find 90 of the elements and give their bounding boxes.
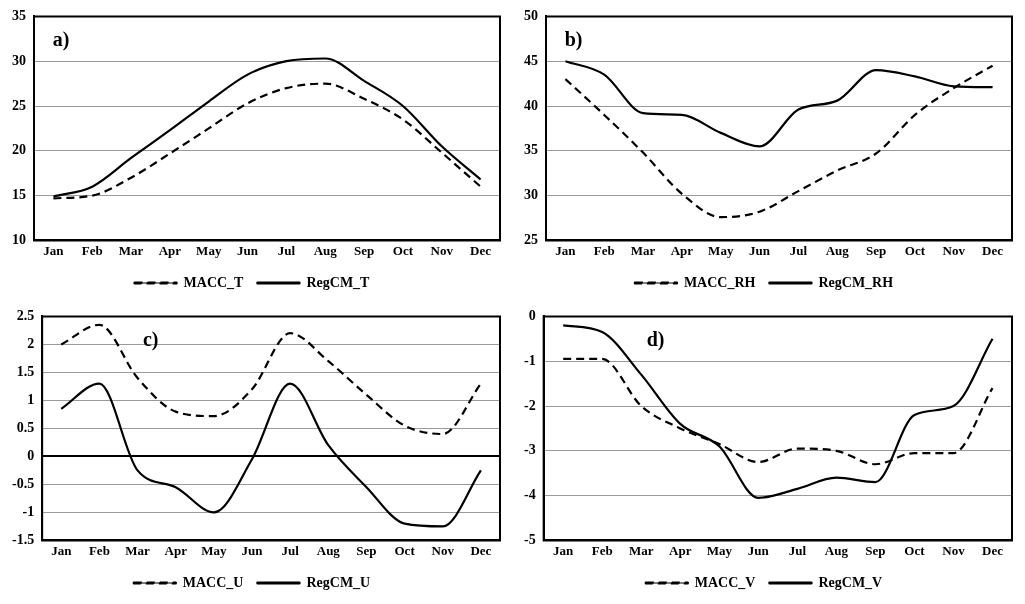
legend-label: MACC_U [182, 574, 244, 590]
y-tick-label: 50 [524, 8, 538, 24]
legend-label: RegCM_T [306, 274, 371, 290]
legend-label: RegCM_RH [818, 274, 894, 290]
x-tick-label: Jul [789, 242, 808, 258]
y-tick-label: 20 [12, 142, 26, 158]
x-tick-label: Mar [628, 542, 654, 558]
x-tick-label: Oct [904, 542, 926, 558]
y-tick-label: -1 [523, 352, 536, 368]
x-tick-label: Jun [241, 542, 264, 558]
legend-label: RegCM_V [818, 574, 883, 590]
x-tick-label: Jan [51, 542, 73, 558]
x-tick-label: Sep [865, 542, 886, 558]
annotation: c) [142, 327, 159, 351]
x-tick-label: Feb [591, 542, 613, 558]
x-tick-label: Jul [277, 242, 296, 258]
x-tick-label: Dec [470, 542, 492, 558]
y-tick-label: 0.5 [16, 420, 35, 436]
x-tick-label: Jun [747, 542, 770, 558]
y-tick-label: 0 [528, 308, 536, 324]
x-tick-label: Jun [749, 242, 771, 258]
y-tick-label: 10 [12, 232, 26, 248]
x-tick-label: May [706, 542, 733, 558]
y-tick-label: -1.5 [11, 532, 35, 548]
x-tick-label: Feb [88, 542, 110, 558]
x-tick-label: Nov [431, 542, 455, 558]
x-tick-label: Sep [353, 242, 375, 258]
x-tick-label: Mar [118, 242, 144, 258]
x-tick-label: Aug [824, 542, 849, 558]
x-tick-label: Jan [555, 242, 577, 258]
y-tick-label: 2.5 [16, 308, 35, 324]
legend-label: MACC_RH [683, 274, 756, 290]
x-tick-label: May [708, 242, 734, 258]
y-tick-label: 35 [524, 142, 538, 158]
annotation: b) [564, 27, 583, 51]
x-tick-label: Dec [982, 242, 1004, 258]
legend-label: MACC_T [183, 274, 245, 290]
y-tick-label: 35 [12, 8, 26, 24]
line-series [60, 323, 483, 436]
y-tick-label: 25 [524, 232, 538, 248]
y-tick-label: -1 [22, 504, 35, 520]
x-tick-label: Jul [788, 542, 807, 558]
line-series [564, 64, 994, 219]
x-tick-label: Nov [942, 242, 966, 258]
x-tick-label: Oct [392, 242, 414, 258]
x-tick-label: Apr [158, 242, 182, 258]
x-tick-label: Mar [630, 242, 656, 258]
x-tick-label: Mar [125, 542, 151, 558]
x-tick-label: Sep [865, 242, 887, 258]
x-tick-label: Apr [670, 242, 694, 258]
y-tick-label: 30 [12, 52, 26, 68]
y-tick-label: 2 [27, 336, 35, 352]
y-tick-label: 15 [12, 187, 26, 203]
legend-label: RegCM_U [306, 574, 371, 590]
x-tick-label: May [201, 542, 227, 558]
x-tick-label: Sep [356, 542, 377, 558]
x-tick-label: Feb [81, 242, 103, 258]
y-tick-label: 40 [524, 97, 538, 113]
x-tick-label: Aug [316, 542, 341, 558]
x-tick-label: Nov [430, 242, 454, 258]
x-tick-label: Aug [825, 242, 850, 258]
y-tick-label: 1 [27, 392, 35, 408]
y-tick-label: 25 [12, 97, 26, 113]
y-tick-label: 1.5 [16, 364, 35, 380]
y-tick-label: 30 [524, 187, 538, 203]
y-tick-label: -3 [523, 442, 536, 458]
x-tick-label: Jan [43, 242, 65, 258]
legend-label: MACC_V [694, 574, 756, 590]
y-tick-label: -5 [523, 532, 536, 548]
x-tick-label: Apr [669, 542, 692, 558]
annotation: a) [52, 27, 70, 51]
y-tick-label: -2 [523, 397, 536, 413]
x-tick-label: Jun [237, 242, 259, 258]
x-tick-label: Feb [593, 242, 615, 258]
y-tick-label: -0.5 [11, 476, 35, 492]
x-tick-label: Jan [553, 542, 575, 558]
x-tick-label: Nov [942, 542, 966, 558]
x-tick-label: Oct [394, 542, 416, 558]
x-tick-label: Aug [313, 242, 338, 258]
x-tick-label: Apr [164, 542, 188, 558]
x-tick-label: Oct [904, 242, 926, 258]
line-series [562, 324, 994, 499]
y-tick-label: 45 [524, 52, 538, 68]
annotation: d) [646, 327, 665, 351]
x-tick-label: Dec [982, 542, 1004, 558]
x-tick-label: May [196, 242, 222, 258]
x-tick-label: Jul [281, 542, 300, 558]
y-tick-label: -4 [523, 487, 536, 503]
y-tick-label: 0 [27, 448, 35, 464]
x-tick-label: Dec [470, 242, 492, 258]
